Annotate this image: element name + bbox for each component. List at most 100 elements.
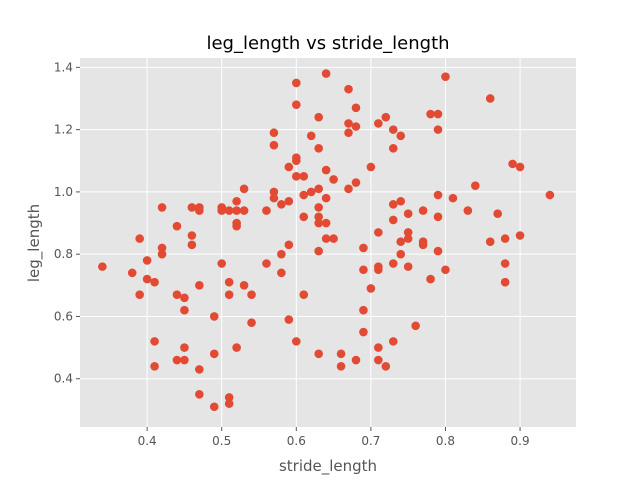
- data-point: [471, 181, 480, 190]
- data-point: [292, 172, 301, 181]
- data-point: [336, 349, 346, 359]
- data-point: [441, 72, 450, 81]
- data-point: [396, 237, 406, 247]
- data-point: [418, 240, 428, 250]
- y-axis-ticks: 0.4 0.6 0.8 1.0 1.2 1.4: [54, 60, 80, 386]
- data-point: [306, 187, 316, 197]
- y-tick-label: 0.6: [54, 309, 73, 323]
- data-point: [277, 268, 286, 278]
- data-point: [381, 361, 391, 371]
- data-point: [344, 184, 353, 194]
- data-point: [321, 234, 331, 243]
- data-point: [396, 196, 406, 206]
- data-point: [351, 122, 361, 131]
- data-point: [180, 343, 189, 352]
- data-point: [172, 290, 182, 299]
- data-point: [374, 228, 383, 237]
- data-point: [217, 259, 227, 268]
- data-point: [314, 218, 323, 228]
- data-point: [329, 234, 338, 243]
- data-point: [403, 228, 413, 237]
- data-point: [388, 200, 398, 209]
- data-point: [344, 119, 353, 128]
- data-point: [388, 259, 398, 268]
- data-point: [262, 259, 271, 268]
- data-point: [269, 187, 279, 197]
- data-point: [403, 262, 413, 271]
- data-point: [426, 109, 435, 119]
- data-point: [396, 131, 406, 141]
- data-point: [359, 305, 368, 315]
- data-point: [314, 212, 323, 222]
- data-point: [381, 112, 391, 122]
- data-point: [388, 337, 398, 346]
- data-point: [142, 256, 152, 265]
- data-point: [239, 184, 249, 194]
- data-point: [292, 156, 301, 166]
- data-point: [187, 203, 197, 212]
- data-point: [321, 165, 331, 175]
- data-point: [515, 162, 525, 172]
- data-point: [187, 240, 197, 250]
- data-point: [396, 249, 406, 259]
- data-point: [209, 312, 219, 321]
- data-points: [98, 69, 555, 412]
- y-axis-label: leg_length: [25, 204, 44, 282]
- data-point: [314, 203, 323, 212]
- data-point: [269, 140, 279, 150]
- data-point: [277, 249, 286, 259]
- data-point: [157, 243, 167, 253]
- data-point: [515, 231, 525, 240]
- data-point: [433, 109, 443, 119]
- data-point: [157, 249, 167, 259]
- x-axis-ticks: 0.4 0.5 0.6 0.7 0.8 0.9: [138, 427, 530, 448]
- data-point: [262, 206, 271, 215]
- y-tick-label: 1.0: [54, 185, 73, 199]
- data-point: [418, 206, 428, 215]
- data-point: [314, 144, 323, 153]
- data-point: [299, 290, 309, 299]
- data-point: [359, 243, 368, 253]
- data-point: [292, 337, 301, 346]
- data-point: [321, 193, 331, 203]
- data-point: [329, 175, 338, 184]
- data-point: [351, 178, 361, 187]
- data-point: [150, 277, 159, 287]
- data-point: [374, 355, 383, 365]
- data-point: [299, 212, 309, 222]
- x-axis-label: stride_length: [279, 457, 377, 476]
- data-point: [448, 193, 458, 203]
- data-point: [374, 119, 383, 128]
- y-tick-label: 1.4: [54, 60, 73, 74]
- x-tick-label: 0.9: [511, 434, 530, 448]
- data-point: [433, 190, 443, 200]
- data-point: [195, 206, 204, 215]
- data-point: [224, 206, 234, 215]
- data-point: [284, 196, 294, 206]
- data-point: [239, 281, 249, 290]
- data-point: [388, 215, 398, 225]
- y-tick-label: 0.8: [54, 247, 73, 261]
- data-point: [366, 284, 376, 293]
- data-point: [485, 94, 495, 103]
- y-tick-label: 0.4: [54, 372, 73, 386]
- data-point: [135, 290, 144, 299]
- data-point: [150, 337, 159, 346]
- data-point: [351, 355, 361, 365]
- data-point: [142, 274, 152, 284]
- data-point: [277, 200, 286, 209]
- data-point: [232, 221, 241, 231]
- data-point: [187, 231, 197, 240]
- data-point: [195, 390, 204, 399]
- data-point: [269, 193, 279, 203]
- data-point: [463, 206, 473, 215]
- data-point: [374, 343, 383, 352]
- data-point: [426, 274, 435, 284]
- data-point: [98, 262, 107, 271]
- y-tick-label: 1.2: [54, 123, 73, 137]
- x-tick-label: 0.5: [212, 434, 231, 448]
- data-point: [359, 327, 368, 337]
- data-point: [344, 128, 353, 138]
- data-point: [299, 190, 309, 200]
- data-point: [433, 212, 443, 222]
